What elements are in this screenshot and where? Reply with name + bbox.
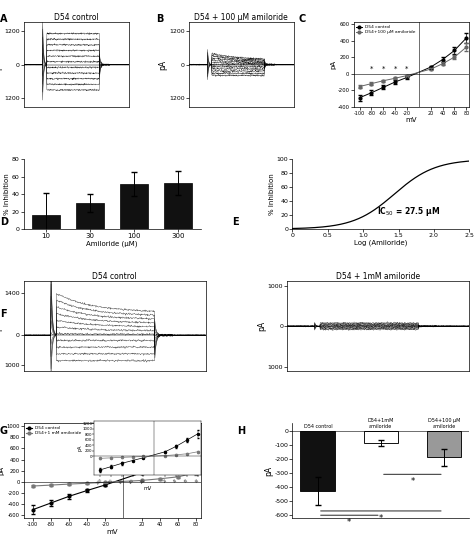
Y-axis label: pA: pA (264, 466, 273, 476)
Line: D54+100 μM amiloride: D54+100 μM amiloride (358, 46, 468, 88)
D54+100 μM amiloride (356, 83, 362, 90)
Bar (120, 184, 148, 229)
D54+100 μM amiloride (440, 60, 446, 67)
D54+1 mM amiloride (30, 483, 36, 490)
Title: D54 control: D54 control (92, 272, 137, 281)
D54+100 μM amiloride (392, 75, 398, 82)
Text: *: * (405, 66, 409, 72)
Text: A: A (0, 14, 8, 24)
X-axis label: mV: mV (106, 529, 118, 535)
Line: D54 control: D54 control (358, 37, 468, 99)
Text: IC$_{50}$ = 27.5 μM: IC$_{50}$ = 27.5 μM (377, 204, 441, 218)
D54+1 mM amiloride (84, 480, 90, 487)
Y-axis label: % Inhibition: % Inhibition (4, 173, 10, 215)
Y-axis label: % Inhibition: % Inhibition (269, 173, 275, 215)
D54 control (356, 94, 362, 101)
Bar (364, 431, 398, 443)
D54+100 μM amiloride (428, 66, 434, 72)
Text: D54+1mM
amiloride: D54+1mM amiloride (368, 418, 394, 429)
Text: G: G (0, 426, 8, 436)
X-axis label: Log (Amiloride): Log (Amiloride) (354, 240, 408, 246)
D54+1 mM amiloride (139, 477, 145, 484)
D54 control (30, 506, 36, 513)
D54 control (139, 470, 145, 476)
D54+1 mM amiloride (175, 473, 181, 480)
D54 control (175, 446, 181, 452)
Text: *: * (382, 66, 385, 72)
D54 control (381, 84, 386, 91)
D54 control (157, 458, 163, 465)
D54+1 mM amiloride (48, 482, 54, 488)
D54+100 μM amiloride (452, 54, 457, 61)
D54 control (102, 482, 108, 488)
D54 control (48, 500, 54, 506)
Legend: D54 control, D54+1 mM amiloride: D54 control, D54+1 mM amiloride (26, 426, 82, 436)
D54 control (66, 493, 72, 500)
Y-axis label: pA: pA (0, 60, 2, 70)
Bar (301, 431, 335, 491)
D54 control (404, 74, 410, 81)
D54 control (84, 487, 90, 494)
Bar (76, 203, 104, 229)
D54+100 μM amiloride (464, 44, 469, 51)
Y-axis label: pA: pA (0, 321, 2, 331)
D54 control (464, 35, 469, 41)
Y-axis label: pA: pA (0, 466, 5, 475)
D54 control (440, 56, 446, 63)
Text: *: * (410, 477, 414, 486)
Text: *: * (347, 517, 351, 527)
D54+1 mM amiloride (193, 470, 199, 476)
D54+100 μM amiloride (381, 77, 386, 84)
X-axis label: Amiloride (μM): Amiloride (μM) (86, 241, 138, 247)
X-axis label: mV: mV (406, 118, 417, 124)
Y-axis label: pA: pA (330, 60, 336, 69)
Text: D54+100 μM
amiloride: D54+100 μM amiloride (428, 418, 460, 429)
Text: D: D (0, 217, 8, 227)
D54 control (193, 433, 199, 439)
D54 control (392, 79, 398, 85)
D54+1 mM amiloride (66, 481, 72, 487)
Text: C: C (299, 14, 306, 24)
Text: B: B (156, 14, 164, 24)
Line: D54 control: D54 control (31, 435, 197, 511)
Bar (427, 431, 461, 457)
Text: F: F (0, 309, 7, 319)
D54+100 μM amiloride (404, 72, 410, 79)
Text: *: * (393, 66, 397, 72)
D54 control (428, 63, 434, 70)
Title: D54 control: D54 control (54, 13, 99, 22)
Text: *: * (379, 514, 383, 523)
Title: D54 + 100 μM amiloride: D54 + 100 μM amiloride (194, 13, 288, 22)
Line: D54+1 mM amiloride: D54+1 mM amiloride (31, 471, 197, 487)
Text: *: * (370, 66, 373, 72)
Text: H: H (237, 426, 245, 436)
Y-axis label: pA: pA (158, 60, 167, 70)
D54+1 mM amiloride (157, 476, 163, 482)
Text: D54 control: D54 control (303, 424, 332, 429)
D54 control (452, 47, 457, 54)
D54+100 μM amiloride (368, 80, 374, 87)
Legend: D54 control, D54+100 μM amiloride: D54 control, D54+100 μM amiloride (356, 25, 416, 35)
D54 control (368, 90, 374, 96)
Bar (32, 215, 60, 229)
Title: D54 + 1mM amiloride: D54 + 1mM amiloride (336, 272, 420, 281)
Bar (164, 183, 192, 229)
Y-axis label: pA: pA (257, 321, 266, 331)
Text: E: E (232, 217, 239, 227)
D54+1 mM amiloride (102, 479, 108, 486)
